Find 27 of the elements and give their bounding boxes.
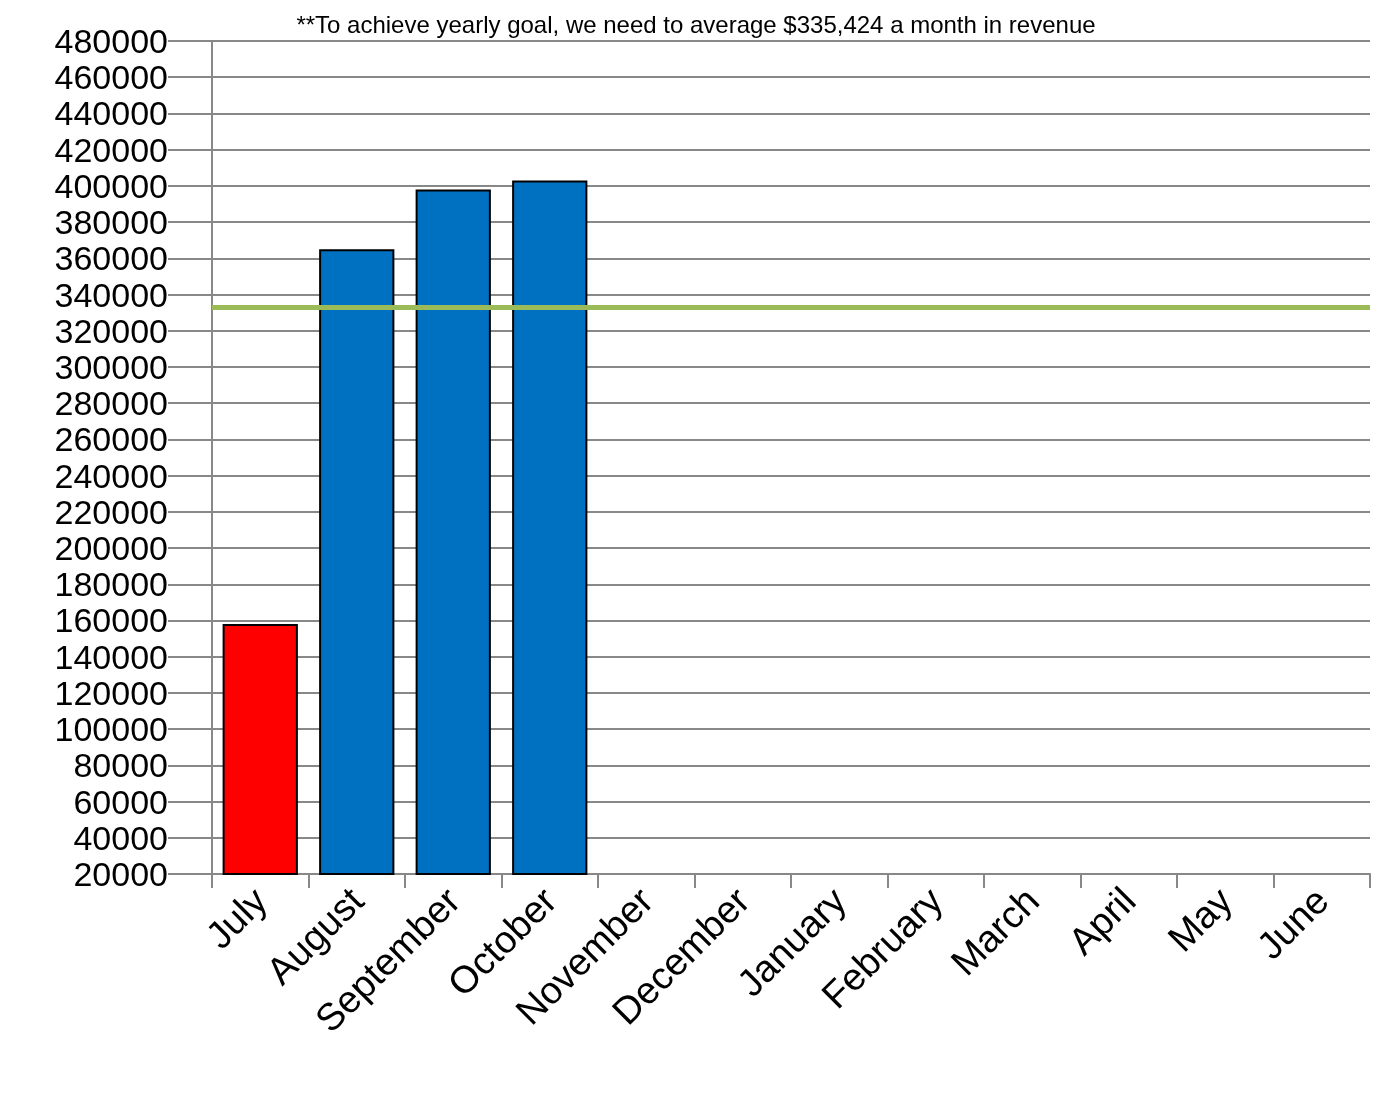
y-tick-label: 80000 bbox=[73, 746, 168, 785]
y-tick-label: 60000 bbox=[73, 782, 168, 821]
y-tick-label: 480000 bbox=[54, 22, 168, 60]
text: **To achieve yearly goal, we need to average $335,424 a month in revenue bbox=[296, 10, 1096, 38]
y-tick-label: 320000 bbox=[54, 311, 168, 350]
y-tick-label: 380000 bbox=[54, 203, 168, 242]
y-tick-label: 100000 bbox=[54, 710, 168, 749]
y-tick-label: 200000 bbox=[54, 529, 168, 568]
y-tick-label: 20000 bbox=[73, 855, 168, 893]
y-tick-label: 400000 bbox=[54, 166, 168, 205]
y-tick-label: 440000 bbox=[54, 94, 168, 133]
y-tick-label: 280000 bbox=[54, 384, 168, 423]
y-tick-label: 40000 bbox=[73, 818, 168, 857]
y-tick-label: 360000 bbox=[54, 239, 168, 278]
y-tick-label: 140000 bbox=[54, 637, 168, 676]
y-tick-label: 420000 bbox=[54, 130, 168, 169]
x-tick-label: May bbox=[1159, 879, 1241, 960]
x-tick-label: July bbox=[197, 879, 276, 957]
y-tick-label: 160000 bbox=[54, 601, 168, 640]
y-tick-label: 240000 bbox=[54, 456, 168, 495]
y-tick-label: 180000 bbox=[54, 565, 168, 604]
y-tick-label: 300000 bbox=[54, 347, 168, 386]
y-tick-label: 120000 bbox=[54, 673, 168, 712]
y-tick-label: 460000 bbox=[54, 58, 168, 97]
y-tick-label: 220000 bbox=[54, 492, 168, 531]
y-tick-label: 260000 bbox=[54, 420, 168, 459]
y-tick-label: 340000 bbox=[54, 275, 168, 314]
